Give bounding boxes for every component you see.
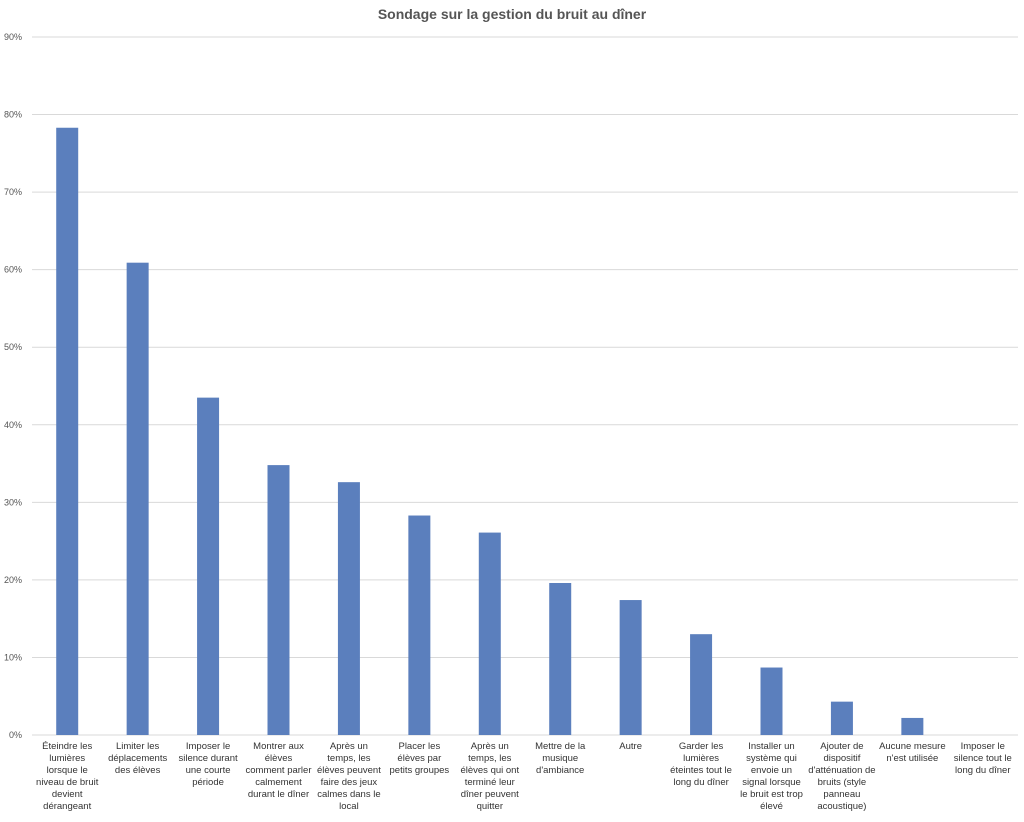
bar xyxy=(197,397,220,735)
x-category-label: Ajouter de dispositif d'atténuation de b… xyxy=(808,741,876,812)
x-category-label: Aucune mesure n'est utilisée xyxy=(879,741,946,764)
gridlines xyxy=(32,36,1018,736)
bar xyxy=(690,634,713,735)
bar xyxy=(337,482,360,735)
x-category-label: Installer un système qui envoie un signa… xyxy=(740,741,803,812)
y-tick-label: 90% xyxy=(4,32,22,42)
y-tick-label: 60% xyxy=(4,265,22,275)
x-category-label: Mettre de la musique d'ambiance xyxy=(535,741,586,776)
y-axis-ticks: 0% 10% 20% 30% 40% 50% 60% 70% 80% 90% xyxy=(4,32,22,740)
x-category-label: Autre xyxy=(619,741,642,752)
x-category-label: Éteindre les lumières lorsque le niveau … xyxy=(36,741,99,812)
chart-title: Sondage sur la gestion du bruit au dîner xyxy=(377,6,647,22)
x-category-label: Après un temps, les élèves peuvent faire… xyxy=(316,741,381,812)
x-category-label: Imposer le silence durant une courte pér… xyxy=(178,741,238,788)
x-category-label: Limiter les déplacements des élèves xyxy=(108,741,168,776)
y-tick-label: 50% xyxy=(4,342,22,352)
y-tick-label: 30% xyxy=(4,497,22,507)
y-tick-label: 0% xyxy=(9,730,22,740)
y-tick-label: 40% xyxy=(4,420,22,430)
x-category-label: Placer les élèves par petits groupes xyxy=(389,741,450,776)
bar xyxy=(619,600,642,735)
bar xyxy=(760,667,783,735)
bar xyxy=(901,717,924,735)
bar xyxy=(267,465,290,735)
y-tick-label: 20% xyxy=(4,575,22,585)
x-category-label: Après un temps, les élèves qui ont termi… xyxy=(460,741,520,812)
x-category-label: Montrer aux élèves comment parler calmem… xyxy=(245,741,312,800)
x-category-label: Garder les lumières éteintes tout le lon… xyxy=(670,741,732,788)
bars xyxy=(56,127,924,736)
bar xyxy=(478,532,501,735)
y-tick-label: 10% xyxy=(4,652,22,662)
y-tick-label: 80% xyxy=(4,110,22,120)
bar xyxy=(408,515,431,735)
bar xyxy=(830,701,853,735)
bar xyxy=(56,127,79,736)
bar xyxy=(549,582,572,735)
x-category-label: Imposer le silence tout le long du dîner xyxy=(953,741,1012,776)
y-tick-label: 70% xyxy=(4,187,22,197)
bar xyxy=(126,262,149,735)
